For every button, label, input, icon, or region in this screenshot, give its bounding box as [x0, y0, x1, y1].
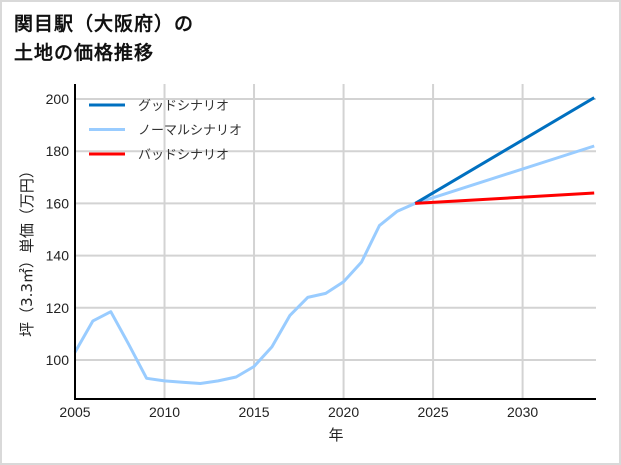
chart-title: 関目駅（大阪府）の 土地の価格推移: [14, 10, 194, 68]
x-tick-label: 2005: [59, 404, 90, 420]
legend-label: ノーマルシナリオ: [138, 124, 242, 139]
x-tick-label: 2010: [149, 404, 180, 420]
x-tick-label: 2015: [238, 404, 269, 420]
y-tick-label: 140: [46, 248, 70, 264]
data-series: [73, 96, 595, 385]
y-axis-label: 坪（3.3㎡）単価（万円）: [18, 163, 36, 337]
y-tick-label: 120: [46, 300, 70, 316]
x-tick-label: 2025: [417, 404, 448, 420]
tick-labels: 2005 2010 2015 2020 2025 2030 100 120 140 160 180 2…: [46, 91, 539, 420]
y-tick-label: 100: [46, 352, 70, 368]
grid-lines: [74, 84, 596, 399]
legend-label: グッドシナリオ: [138, 99, 229, 114]
axes: [74, 84, 596, 400]
series-line: [73, 144, 595, 385]
series-line: [415, 191, 595, 205]
x-tick-label: 2020: [328, 404, 359, 420]
legend-label: バッドシナリオ: [138, 148, 229, 163]
x-axis-label: 年: [328, 426, 343, 444]
title-line-1: 関目駅（大阪府）の: [14, 13, 195, 35]
y-tick-label: 180: [46, 143, 70, 159]
x-tick-label: 2030: [507, 404, 538, 420]
y-tick-label: 160: [46, 195, 70, 211]
y-tick-label: 200: [46, 91, 70, 107]
series-line: [414, 96, 595, 205]
title-line-2: 土地の価格推移: [14, 42, 155, 64]
